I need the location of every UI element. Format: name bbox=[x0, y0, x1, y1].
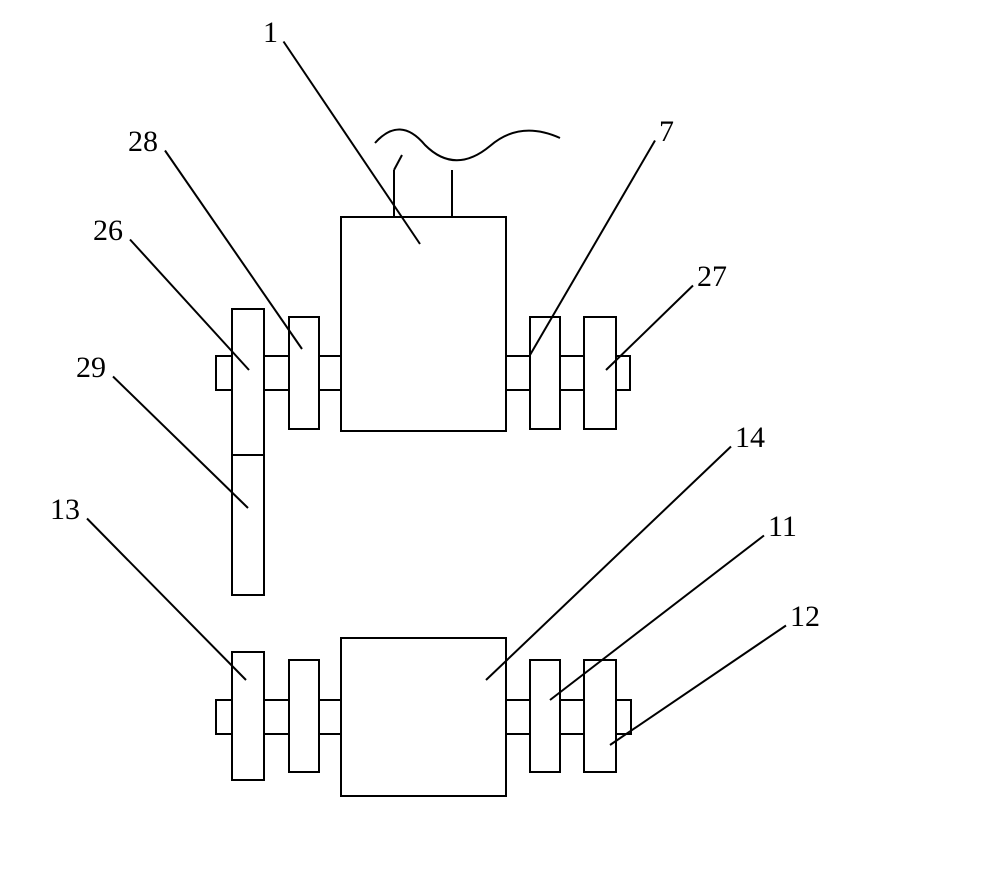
leader-lbl-14 bbox=[486, 447, 731, 681]
lower-wheel-right-inner bbox=[530, 660, 560, 772]
leader-lbl-26 bbox=[130, 240, 249, 371]
leader-lbl-12 bbox=[610, 626, 786, 746]
chain-wheel-29 bbox=[232, 309, 264, 595]
upper-wheel-right-inner bbox=[530, 317, 560, 429]
lower-wheel-left-inner bbox=[289, 660, 319, 772]
leader-lbl-13 bbox=[87, 519, 246, 681]
upper-block bbox=[341, 217, 506, 431]
wire-left-stub-up bbox=[394, 155, 402, 170]
leader-lbl-29 bbox=[113, 377, 248, 509]
lower-wheel-right-outer bbox=[584, 660, 616, 772]
leader-lbl-11 bbox=[550, 536, 764, 701]
upper-wheel-right-outer bbox=[584, 317, 616, 429]
leader-lbl-27 bbox=[606, 286, 693, 371]
lower-block bbox=[341, 638, 506, 796]
leader-lbl-1 bbox=[284, 42, 421, 245]
upper-wheel-left-inner bbox=[289, 317, 319, 429]
diagram-svg bbox=[0, 0, 1000, 891]
